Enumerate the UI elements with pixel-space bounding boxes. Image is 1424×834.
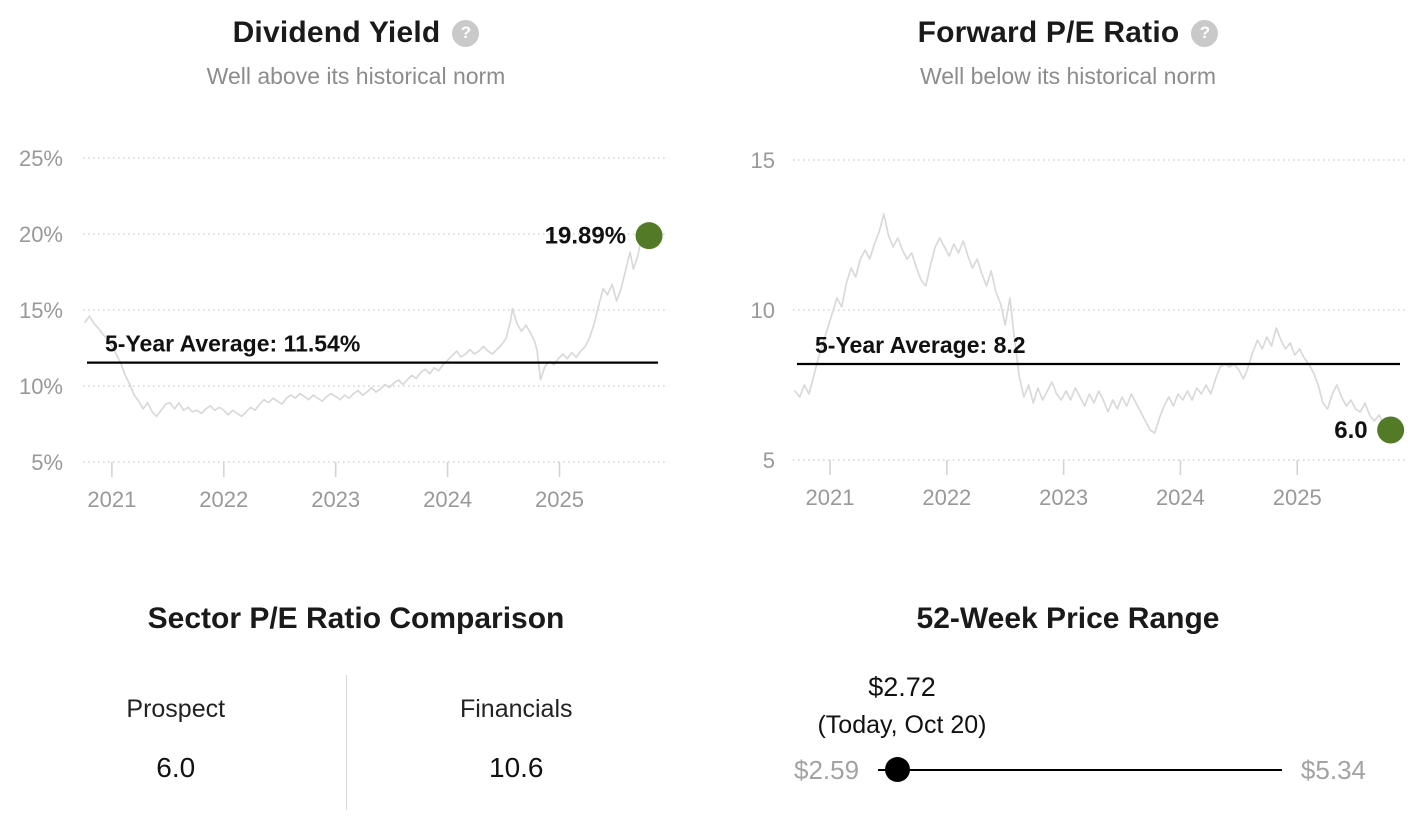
price-range-title: 52-Week Price Range [916, 602, 1220, 635]
series-line [794, 213, 1392, 434]
average-label: 5-Year Average: 8.2 [815, 332, 1026, 358]
sector-pe-comparison-panel: Sector P/E Ratio Comparison Prospect 6.0… [0, 560, 712, 834]
y-axis-label: 15% [19, 298, 63, 323]
average-label: 5-Year Average: 11.54% [105, 331, 360, 357]
sector-column-value: 10.6 [489, 752, 544, 783]
dividend-yield-title: Dividend Yield [232, 16, 441, 49]
x-axis-label: 2024 [423, 487, 472, 512]
range-high-label: $5.34 [1300, 755, 1366, 785]
sector-column-label: Prospect [126, 695, 226, 723]
x-axis-label: 2025 [1273, 485, 1322, 510]
x-axis-label: 2021 [87, 487, 136, 512]
y-axis-label: 5% [31, 450, 63, 475]
x-axis-label: 2021 [806, 485, 855, 510]
current-value-dot [635, 222, 663, 250]
range-track [878, 757, 1282, 782]
sector-pe-comparison-columns: Prospect 6.0 Financials 10.6 [6, 675, 686, 810]
range-low-label: $2.59 [794, 755, 860, 785]
today-price: $2.72 [868, 672, 936, 702]
current-value-label: 6.0 [1334, 417, 1367, 444]
dividend-yield-title-row: Dividend Yield ? [0, 16, 712, 50]
sector-column-value: 6.0 [156, 752, 196, 783]
help-icon[interactable]: ? [1191, 19, 1219, 47]
forward-pe-title: Forward P/E Ratio [917, 16, 1180, 49]
y-axis-label: 25% [19, 146, 63, 171]
forward-pe-title-row: Forward P/E Ratio ? [712, 16, 1424, 50]
forward-pe-chart: 15 10 5 2021 2022 2023 2024 2025 5-Year Average:… [751, 148, 1408, 510]
dividend-yield-subtitle: Well above its historical norm [206, 63, 506, 89]
y-axis-label: 20% [19, 222, 63, 247]
today-date: (Today, Oct 20) [817, 711, 987, 739]
sector-column-label: Financials [459, 695, 573, 723]
series-line [84, 222, 650, 418]
current-value-dot [1377, 416, 1405, 444]
dividend-yield-panel: Dividend Yield ? Well above its historic… [0, 0, 712, 560]
x-axis-label: 2023 [311, 487, 360, 512]
today-price-block: $2.72 (Today, Oct 20) [794, 672, 1010, 740]
sector-column-financials: Financials 10.6 [347, 675, 687, 810]
current-value-label: 19.89% [545, 223, 626, 250]
x-axis-label: 2023 [1039, 485, 1088, 510]
help-icon[interactable]: ? [452, 19, 480, 47]
price-range-panel: 52-Week Price Range $2.72 (Today, Oct 20… [712, 560, 1424, 834]
forward-pe-panel: Forward P/E Ratio ? Well below its histo… [712, 0, 1424, 560]
x-axis-label: 2022 [922, 485, 971, 510]
y-axis-label: 15 [751, 148, 775, 173]
current-price-dot [884, 757, 910, 782]
price-range-slider: $2.59 $5.34 [794, 754, 1366, 786]
y-axis-label: 5 [763, 448, 775, 473]
column-divider [345, 675, 347, 810]
y-axis-label: 10% [19, 374, 63, 399]
forward-pe-subtitle: Well below its historical norm [919, 63, 1217, 89]
sector-column-prospect: Prospect 6.0 [6, 675, 346, 810]
x-axis-label: 2024 [1156, 485, 1205, 510]
x-axis-label: 2025 [535, 487, 584, 512]
y-axis-label: 10 [751, 298, 775, 323]
dividend-yield-chart: 25% 20% 15% 10% 5% 2021 2022 2023 2024 2025 5-Year… [19, 146, 668, 512]
x-axis-label: 2022 [199, 487, 248, 512]
sector-pe-comparison-title: Sector P/E Ratio Comparison [147, 602, 565, 635]
